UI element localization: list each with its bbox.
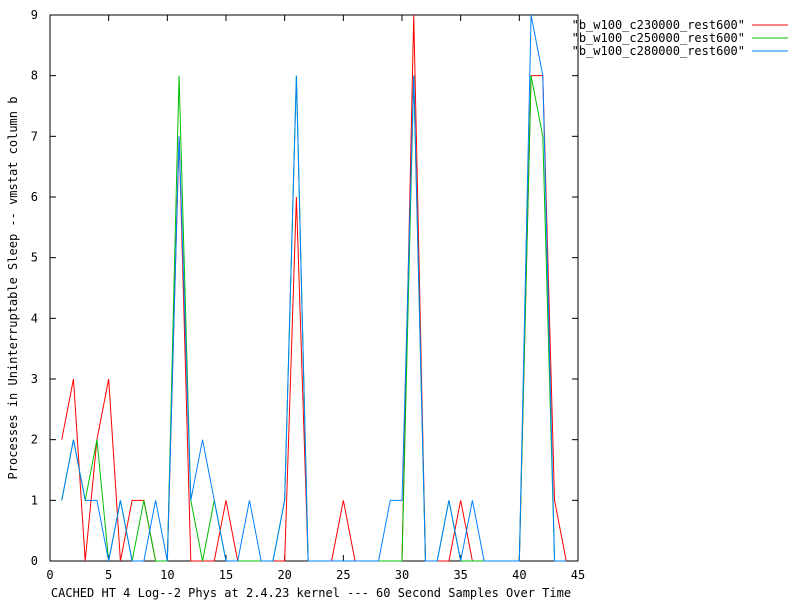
x-tick-label: 35 xyxy=(453,568,467,582)
y-tick-label: 9 xyxy=(31,8,38,22)
y-tick-label: 4 xyxy=(31,311,38,325)
x-tick-label: 0 xyxy=(46,568,53,582)
y-tick-label: 7 xyxy=(31,129,38,143)
series-lines xyxy=(61,14,567,562)
x-tick-label: 20 xyxy=(277,568,291,582)
series-line-2 xyxy=(61,75,567,562)
y-tick-label: 5 xyxy=(31,251,38,265)
y-tick-label: 2 xyxy=(31,433,38,447)
y-tick-label: 6 xyxy=(31,190,38,204)
x-axis-label: CACHED HT 4 Log--2 Phys at 2.4.23 kernel… xyxy=(51,586,571,600)
y-tick-label: 8 xyxy=(31,69,38,83)
series-line-3 xyxy=(61,14,567,562)
x-tick-label: 45 xyxy=(571,568,585,582)
plot-frame xyxy=(49,14,579,562)
x-tick-label: 30 xyxy=(395,568,409,582)
y-tick-label: 0 xyxy=(31,554,38,568)
legend: "b_w100_c230000_rest600""b_w100_c250000_… xyxy=(572,18,788,58)
legend-label-2: "b_w100_c250000_rest600" xyxy=(572,31,745,45)
legend-label-1: "b_w100_c230000_rest600" xyxy=(572,18,745,32)
y-tick-label: 1 xyxy=(31,493,38,507)
x-tick-label: 25 xyxy=(336,568,350,582)
series-line-1 xyxy=(61,14,567,562)
x-tick-label: 40 xyxy=(512,568,526,582)
x-tick-label: 10 xyxy=(160,568,174,582)
y-axis-label: Processes in Uninterruptable Sleep -- vm… xyxy=(6,97,20,480)
y-tick-label: 3 xyxy=(31,372,38,386)
x-tick-label: 15 xyxy=(219,568,233,582)
legend-label-3: "b_w100_c280000_rest600" xyxy=(572,44,745,58)
x-tick-label: 5 xyxy=(105,568,112,582)
